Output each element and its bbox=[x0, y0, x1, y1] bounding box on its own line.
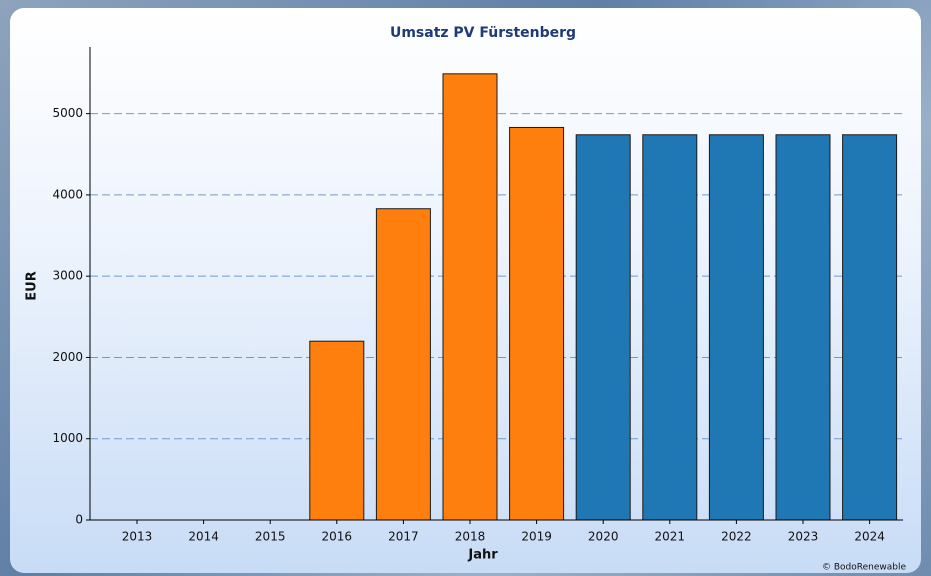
x-tick-label: 2017 bbox=[388, 530, 419, 544]
x-tick-label: 2023 bbox=[788, 530, 819, 544]
x-tick-label: 2018 bbox=[455, 530, 486, 544]
y-tick-label: 1000 bbox=[52, 431, 83, 445]
copyright: © BodoRenewable bbox=[822, 563, 906, 573]
bar bbox=[309, 340, 365, 521]
x-tick-label: 2016 bbox=[322, 530, 353, 544]
y-tick-label: 0 bbox=[75, 513, 83, 527]
chart-panel: Umsatz PV Fürstenberg Jahr EUR © BodoRen… bbox=[10, 8, 921, 573]
x-tick-label: 2024 bbox=[854, 530, 885, 544]
bar bbox=[442, 73, 498, 521]
y-axis-title: EUR bbox=[25, 271, 40, 300]
y-tick-label: 2000 bbox=[52, 350, 83, 364]
y-tick-label: 4000 bbox=[52, 187, 83, 201]
chart-title: Umsatz PV Fürstenberg bbox=[390, 25, 576, 41]
y-tick-label: 3000 bbox=[52, 269, 83, 283]
bar bbox=[775, 134, 831, 521]
bar bbox=[708, 134, 764, 521]
bar bbox=[375, 208, 431, 521]
bar bbox=[509, 126, 565, 521]
x-tick-label: 2014 bbox=[188, 530, 219, 544]
bar bbox=[575, 134, 631, 521]
bar bbox=[842, 134, 898, 521]
x-tick-label: 2013 bbox=[122, 530, 153, 544]
bar bbox=[642, 134, 698, 521]
x-tick-label: 2015 bbox=[255, 530, 286, 544]
x-tick-label: 2022 bbox=[721, 530, 752, 544]
x-tick-label: 2021 bbox=[655, 530, 686, 544]
chart: Umsatz PV Fürstenberg Jahr EUR © BodoRen… bbox=[25, 25, 907, 573]
x-tick-label: 2019 bbox=[521, 530, 552, 544]
x-tick-label: 2020 bbox=[588, 530, 619, 544]
y-tick-label: 5000 bbox=[52, 106, 83, 120]
x-axis-title: Jahr bbox=[467, 548, 498, 563]
